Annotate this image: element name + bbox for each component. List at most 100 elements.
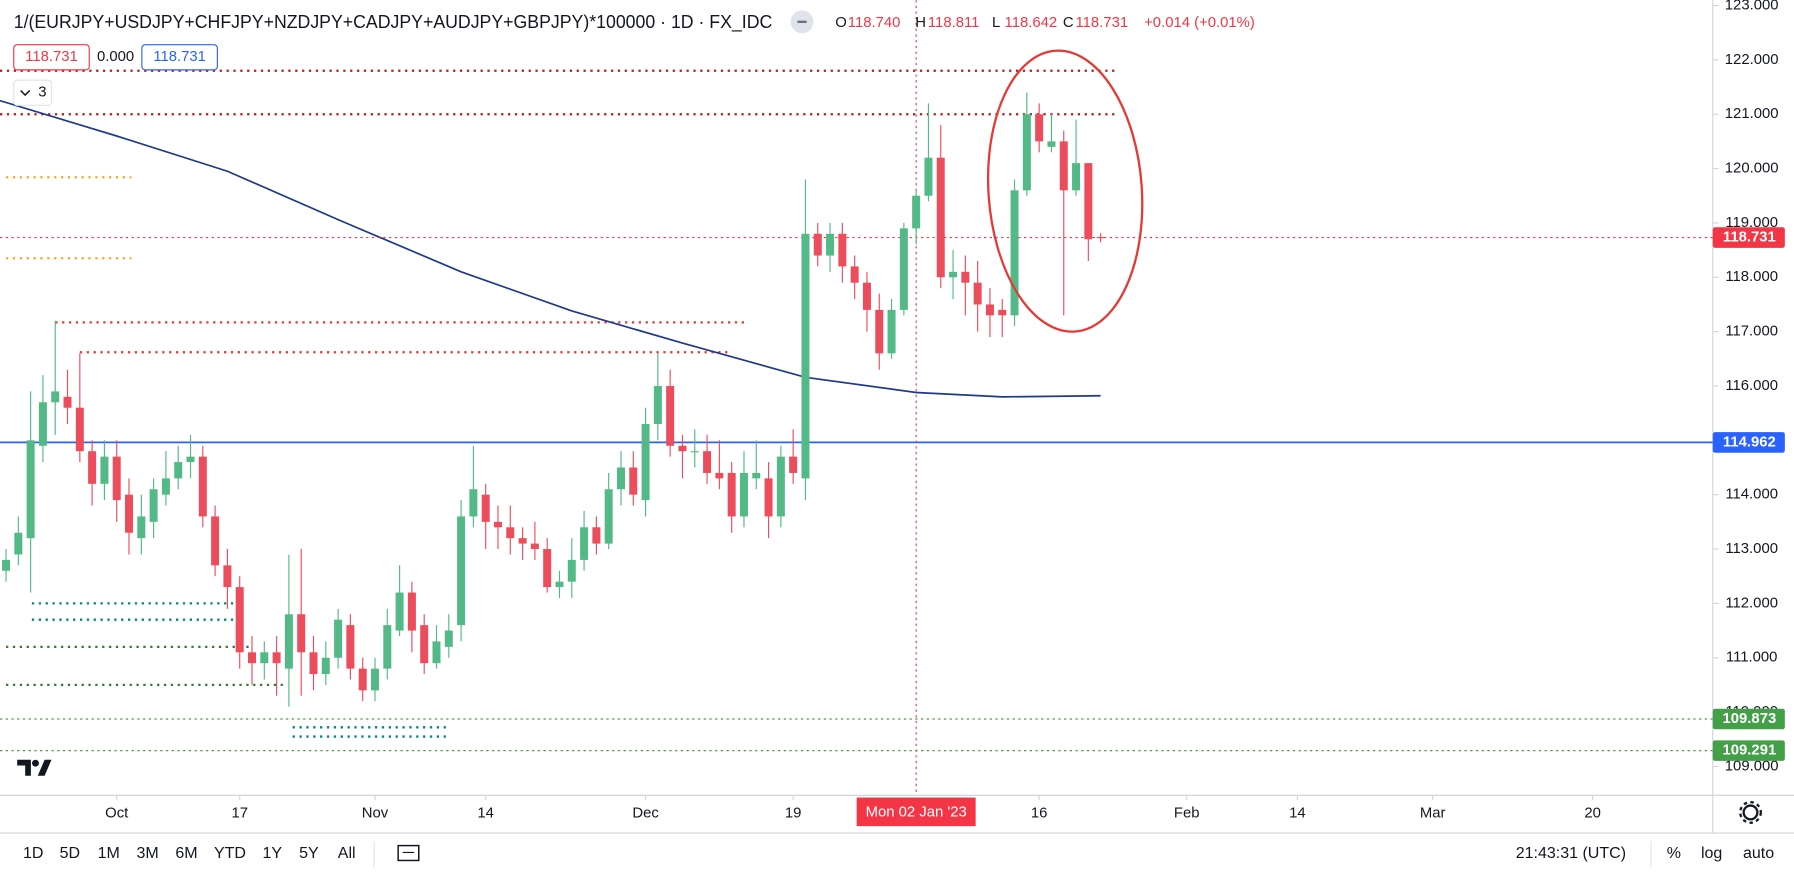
scale-option[interactable]: auto bbox=[1743, 845, 1774, 862]
candle-body bbox=[186, 456, 195, 463]
candle-body bbox=[38, 402, 47, 446]
candle-body bbox=[985, 304, 994, 316]
candle-body bbox=[1022, 114, 1031, 191]
candle-body bbox=[543, 549, 552, 588]
compare-button[interactable] bbox=[397, 844, 420, 862]
price-label: 118.731 bbox=[1723, 229, 1776, 245]
candle-body bbox=[2, 559, 11, 571]
x-tick-label: 19 bbox=[785, 805, 802, 821]
candle-body bbox=[604, 489, 613, 544]
candle-body bbox=[420, 625, 429, 664]
x-tick-label: Nov bbox=[362, 805, 389, 821]
x-tick-label: 17 bbox=[231, 805, 248, 821]
candle-body bbox=[493, 521, 502, 528]
candle-body bbox=[1072, 163, 1081, 191]
candle-body bbox=[1035, 114, 1044, 142]
ohlc-key: O bbox=[835, 15, 847, 31]
x-tick-label: 14 bbox=[477, 805, 494, 821]
annotation-ellipse bbox=[986, 49, 1144, 333]
collapse-count: 3 bbox=[38, 85, 46, 101]
range-button[interactable]: 1Y bbox=[263, 845, 283, 862]
ohlc-key: C bbox=[1063, 15, 1074, 31]
candle-body bbox=[961, 271, 970, 283]
candle-body bbox=[530, 543, 539, 550]
price-label-box bbox=[1712, 432, 1785, 453]
chip bbox=[141, 44, 218, 71]
scale-option[interactable]: % bbox=[1667, 845, 1681, 862]
candle-body bbox=[862, 282, 871, 310]
y-tick-label: 122.000 bbox=[1725, 52, 1779, 68]
x-tick-label: 14 bbox=[1289, 805, 1306, 821]
range-button[interactable]: 6M bbox=[175, 845, 197, 862]
y-tick-label: 112.000 bbox=[1725, 595, 1778, 611]
collapse-button[interactable] bbox=[13, 79, 53, 106]
candle-body bbox=[481, 494, 490, 522]
candle-body bbox=[703, 451, 712, 473]
y-tick-label: 111.000 bbox=[1726, 650, 1778, 666]
candle-body bbox=[457, 516, 466, 626]
chip-value: 0.000 bbox=[97, 49, 134, 65]
candle-body bbox=[284, 614, 293, 669]
ohlc-value: 118.731 bbox=[1075, 15, 1128, 31]
ohlc-legend: O 118.740 H 118.811 L 118.642 C 118.731 +0.014 (… bbox=[835, 15, 1255, 31]
plot-area bbox=[0, 0, 1713, 796]
ohlc-key: L bbox=[992, 15, 1000, 31]
candle-body bbox=[358, 668, 367, 691]
price-label: 109.291 bbox=[1723, 743, 1777, 759]
candle-body bbox=[407, 592, 416, 631]
candle-body bbox=[813, 233, 822, 256]
price-label-box bbox=[1712, 708, 1785, 730]
candle-body bbox=[223, 565, 232, 588]
scale-option[interactable]: log bbox=[1701, 845, 1722, 862]
range-button[interactable]: 3M bbox=[136, 845, 158, 862]
candle-body bbox=[309, 652, 318, 675]
chip-value: 118.731 bbox=[25, 49, 78, 65]
range-button[interactable]: 5Y bbox=[299, 845, 319, 862]
candle-body bbox=[88, 451, 97, 484]
compare-icon bbox=[397, 844, 420, 862]
candle-body bbox=[248, 652, 257, 664]
range-button[interactable]: 1D bbox=[23, 845, 43, 862]
candle-body bbox=[51, 391, 60, 403]
candle-body bbox=[764, 478, 773, 517]
candle-body bbox=[789, 456, 798, 473]
range-button[interactable]: All bbox=[338, 845, 356, 862]
y-tick-label: 109.000 bbox=[1725, 758, 1779, 774]
price-label: 109.873 bbox=[1723, 711, 1777, 727]
y-tick-label: 117.000 bbox=[1725, 324, 1778, 340]
candle-body bbox=[395, 592, 404, 631]
candle-body bbox=[198, 456, 207, 517]
candle-body bbox=[149, 489, 158, 522]
candle-body bbox=[641, 424, 650, 501]
moving-average bbox=[0, 99, 1101, 398]
candle-body bbox=[444, 630, 453, 647]
candle-body bbox=[383, 625, 392, 669]
candle-body bbox=[899, 228, 908, 310]
x-tick-label: 16 bbox=[1031, 805, 1048, 821]
candle-body bbox=[211, 516, 220, 566]
ohlc-value: 118.642 bbox=[1005, 15, 1058, 31]
candle-body bbox=[949, 271, 958, 278]
candle-body bbox=[75, 407, 84, 452]
logo-part bbox=[32, 759, 39, 767]
candle-body bbox=[469, 489, 478, 517]
x-tick-label: Feb bbox=[1174, 805, 1200, 821]
candle-body bbox=[739, 472, 748, 517]
candle-body bbox=[998, 309, 1007, 316]
candle-body bbox=[727, 472, 736, 517]
ohlc-change: +0.014 (+0.01%) bbox=[1144, 15, 1255, 31]
candle-body bbox=[912, 195, 921, 229]
range-button[interactable]: 1M bbox=[98, 845, 120, 862]
crosshair-label: Mon 02 Jan '23 bbox=[866, 804, 967, 820]
range-button[interactable]: YTD bbox=[214, 845, 246, 862]
price-label-box bbox=[1712, 740, 1785, 761]
candle-body bbox=[63, 396, 72, 408]
range-button[interactable]: 5D bbox=[60, 845, 80, 862]
candle-body bbox=[555, 581, 564, 588]
candle-body bbox=[580, 527, 589, 560]
settings-button[interactable] bbox=[1739, 800, 1762, 824]
chevron-icon bbox=[20, 89, 31, 97]
